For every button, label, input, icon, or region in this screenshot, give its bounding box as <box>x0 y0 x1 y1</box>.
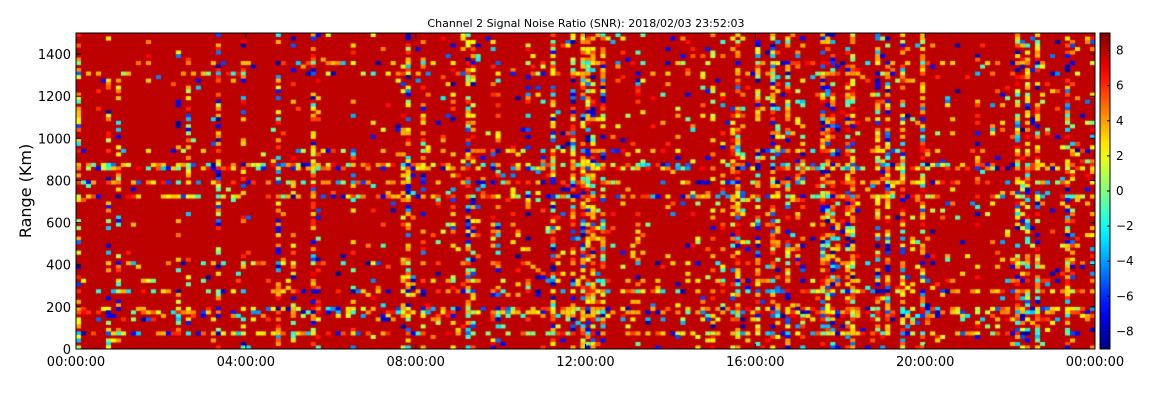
colorbar-tick-label: −8 <box>1116 324 1134 338</box>
x-tick-label: 12:00:00 <box>556 355 614 370</box>
x-tick-label: 20:00:00 <box>896 355 954 370</box>
colorbar-tick-label: −6 <box>1116 289 1134 303</box>
x-tick-label: 08:00:00 <box>386 355 444 370</box>
colorbar-tick-label: 4 <box>1116 114 1124 128</box>
y-tick-label: 0 <box>63 343 71 358</box>
colorbar-tick-label: −4 <box>1116 254 1134 268</box>
y-tick-label: 200 <box>46 301 71 316</box>
colorbar-tick-label: −2 <box>1116 219 1134 233</box>
y-tick-label: 1000 <box>38 132 71 147</box>
colorbar: 8 6 4 2 0 −2 −4 −6 −8 <box>1099 32 1134 350</box>
colorbar-tick-label: 0 <box>1116 184 1124 198</box>
colorbar-tick-label: 8 <box>1116 44 1124 58</box>
y-axis: 0 200 400 600 800 1000 1200 1400 <box>38 48 1095 358</box>
x-tick-label: 00:00:00 <box>47 355 105 370</box>
x-tick-label: 00:00:00 <box>1066 355 1124 370</box>
colorbar-tick-label: 6 <box>1116 79 1124 93</box>
chart-title: Channel 2 Signal Noise Ratio (SNR): 2018… <box>427 17 744 30</box>
x-tick-label: 04:00:00 <box>217 355 275 370</box>
y-tick-label: 600 <box>46 217 71 232</box>
x-axis: 00:00:00 04:00:00 08:00:00 12:00:00 16:00:00… <box>47 33 1124 370</box>
y-tick-label: 1400 <box>38 48 71 63</box>
y-tick-label: 800 <box>46 174 71 189</box>
colorbar-tick-label: 2 <box>1116 149 1124 163</box>
heatmap <box>76 33 1095 349</box>
y-tick-label: 1200 <box>38 90 71 105</box>
heatmap-raster <box>76 33 1095 349</box>
y-tick-label: 400 <box>46 259 71 274</box>
x-tick-label: 16:00:00 <box>726 355 784 370</box>
y-axis-label: Range (Km) <box>16 144 35 238</box>
